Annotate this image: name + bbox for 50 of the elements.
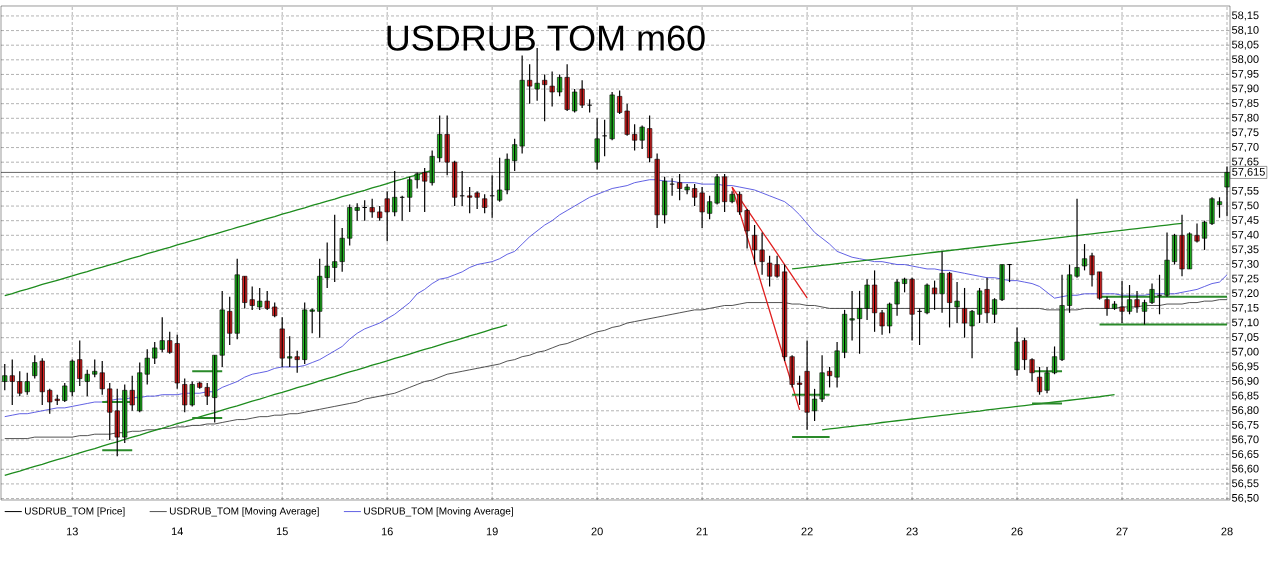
y-tick-label: 57,35 <box>1231 245 1259 255</box>
ref-line-label: 57,615 <box>1232 167 1265 177</box>
y-tick-label: 56,90 <box>1231 377 1259 387</box>
chart-title: USDRUB TOM m60 <box>387 25 705 51</box>
legend-label: USDRUB_TOM [Moving Average] <box>364 507 513 517</box>
y-tick-label: 57,95 <box>1231 69 1259 79</box>
y-tick-label: 56,95 <box>1231 362 1259 372</box>
y-tick-label: 58,05 <box>1231 40 1259 50</box>
legend-label: USDRUB_TOM [Price] <box>25 507 125 517</box>
x-tick-label: 13 <box>66 527 78 536</box>
y-tick-label: 57,50 <box>1231 201 1259 211</box>
y-tick-label: 57,65 <box>1231 157 1259 167</box>
x-tick-label: 28 <box>1221 527 1233 536</box>
y-tick-label: 57,45 <box>1231 216 1259 226</box>
y-tick-label: 57,10 <box>1231 318 1259 328</box>
y-tick-label: 56,80 <box>1231 406 1259 416</box>
y-tick-label: 57,55 <box>1231 186 1259 196</box>
y-tick-label: 56,55 <box>1231 479 1259 489</box>
x-tick-label: 26 <box>1011 527 1023 536</box>
y-tick-label: 56,50 <box>1231 494 1259 504</box>
x-tick-label: 14 <box>171 527 183 536</box>
y-tick-label: 58,15 <box>1231 11 1259 21</box>
y-tick-label: 56,75 <box>1231 420 1259 430</box>
y-tick-label: 57,25 <box>1231 274 1259 284</box>
x-tick-label: 22 <box>801 527 813 536</box>
x-tick-label: 16 <box>381 527 393 536</box>
x-tick-label: 20 <box>591 527 603 536</box>
x-tick-label: 27 <box>1116 527 1128 536</box>
y-tick-label: 58,10 <box>1231 26 1259 36</box>
y-tick-label: 57,20 <box>1231 289 1259 299</box>
y-tick-label: 56,70 <box>1231 435 1259 445</box>
x-tick-label: 21 <box>696 527 708 536</box>
y-tick-label: 57,75 <box>1231 128 1259 138</box>
y-tick-label: 56,85 <box>1231 391 1259 401</box>
y-tick-label: 57,70 <box>1231 143 1259 153</box>
y-tick-label: 57,40 <box>1231 230 1259 240</box>
y-tick-label: 57,15 <box>1231 303 1259 313</box>
y-tick-label: 56,60 <box>1231 464 1259 474</box>
x-tick-label: 23 <box>906 527 918 536</box>
y-tick-label: 57,85 <box>1231 99 1259 109</box>
y-tick-label: 57,00 <box>1231 347 1259 357</box>
y-tick-label: 57,80 <box>1231 113 1259 123</box>
x-tick-label: 19 <box>486 527 498 536</box>
y-tick-label: 57,05 <box>1231 333 1259 343</box>
y-tick-label: 56,65 <box>1231 450 1259 460</box>
y-tick-label: 57,90 <box>1231 84 1259 94</box>
y-tick-label: 58,00 <box>1231 55 1259 65</box>
x-tick-label: 15 <box>276 527 288 536</box>
legend-label: USDRUB_TOM [Moving Average] <box>169 507 319 517</box>
y-tick-label: 57,30 <box>1231 260 1259 270</box>
